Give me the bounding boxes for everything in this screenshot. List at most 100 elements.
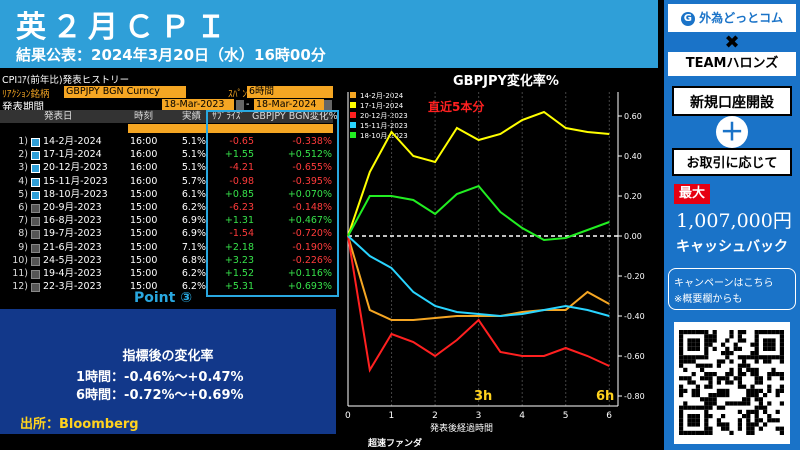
row-checkbox[interactable] — [31, 204, 40, 213]
row-checkbox[interactable] — [31, 151, 40, 161]
qr-module — [737, 426, 742, 431]
table-row[interactable]: 9) 21-6月-2023 15:00 7.1% +2.18 -0.190% — [0, 241, 333, 254]
qr-module — [754, 414, 759, 419]
qr-module — [742, 355, 747, 360]
period-to-input[interactable]: 18-Mar-2024 — [254, 99, 324, 111]
release-date: 15-11月-2023 — [43, 175, 108, 187]
x-tick-label: 0 — [345, 411, 351, 421]
qr-module — [687, 355, 692, 360]
qr-module — [750, 367, 755, 372]
table-row[interactable]: 4) 15-11月-2023 16:00 5.7% -0.98 -0.395% — [0, 175, 333, 188]
cashback-label: キャッシュバック — [676, 239, 788, 255]
qr-module — [721, 422, 726, 427]
qr-module — [771, 418, 776, 423]
qr-module — [779, 355, 784, 360]
qr-module — [704, 409, 709, 414]
qr-module — [679, 330, 684, 335]
qr-module — [767, 338, 772, 343]
qr-module — [779, 426, 784, 431]
surprise-value: +1.55 — [224, 149, 254, 161]
col-surprise[interactable]: ｻﾌﾟﾗｲｽﾞ — [212, 111, 246, 122]
table-header: 発表日 時刻 実績 ｻﾌﾟﾗｲｽﾞ GBPJPY BGN変化% — [0, 110, 338, 123]
partner-logo: TEAMハロンズ — [668, 52, 796, 76]
qr-module — [737, 330, 742, 335]
qr-module — [750, 409, 755, 414]
qr-module — [708, 397, 713, 402]
table-row[interactable]: 3) 20-12月-2023 16:00 5.1% -4.21 -0.655% — [0, 161, 333, 174]
row-checkbox[interactable] — [31, 270, 40, 279]
qr-module — [754, 330, 759, 335]
qr-module — [754, 418, 759, 423]
qr-module — [750, 351, 755, 356]
qr-module — [767, 401, 772, 406]
calendar-icon[interactable] — [324, 100, 332, 110]
col-actual[interactable]: 実績 — [182, 111, 202, 122]
brand-logo[interactable]: G 外為どっとコム — [668, 4, 796, 32]
table-row[interactable]: 12) 22-3月-2023 15:00 6.2% +5.31 +0.693% — [0, 280, 333, 293]
qr-module — [687, 376, 692, 381]
change-value: -0.338% — [292, 136, 332, 147]
qr-module — [716, 418, 721, 423]
qr-module — [758, 401, 763, 406]
qr-module — [721, 376, 726, 381]
qr-module — [758, 418, 763, 423]
qr-module — [763, 342, 768, 347]
campaign-link[interactable]: キャンペーンはこちら — [674, 278, 774, 289]
qr-module — [767, 355, 772, 360]
legend-swatch — [350, 112, 356, 118]
qr-module — [750, 355, 755, 360]
qr-module — [775, 409, 780, 414]
campaign-frame[interactable] — [668, 268, 796, 310]
qr-module — [750, 422, 755, 427]
qr-module — [691, 418, 696, 423]
row-checkbox[interactable] — [31, 256, 40, 266]
col-time[interactable]: 時刻 — [134, 111, 154, 122]
release-time: 16:00 — [130, 175, 158, 187]
qr-module — [687, 422, 692, 427]
qr-module — [750, 388, 755, 393]
col-date[interactable]: 発表日 — [44, 111, 73, 122]
table-row[interactable]: 8) 19-7月-2023 15:00 6.9% -1.54 -0.720% — [0, 227, 333, 240]
table-row[interactable]: 10) 24-5月-2023 15:00 6.8% +3.23 -0.226% — [0, 254, 333, 267]
row-checkbox[interactable] — [31, 138, 40, 147]
qr-module — [725, 355, 730, 360]
qr-module — [779, 401, 784, 406]
qr-module — [725, 401, 730, 406]
qr-code[interactable] — [674, 322, 790, 444]
table-row[interactable]: 1) 14-2月-2024 16:00 5.1% -0.65 -0.338% — [0, 135, 333, 148]
release-date: 19-4月-2023 — [43, 268, 102, 279]
legend-swatch — [350, 102, 356, 108]
row-checkbox[interactable] — [31, 283, 40, 293]
qr-module — [721, 342, 726, 347]
qr-module — [721, 393, 726, 398]
change-value: -0.655% — [292, 162, 332, 174]
qr-module — [700, 430, 705, 435]
row-checkbox[interactable] — [31, 177, 40, 187]
open-account-button[interactable]: 新規口座開設 — [672, 86, 792, 116]
qr-module — [742, 397, 747, 402]
qr-module — [695, 342, 700, 347]
calendar-icon[interactable] — [236, 100, 244, 110]
security-input[interactable]: GBPJPY BGN Curncy — [64, 86, 186, 98]
qr-module — [725, 376, 730, 381]
row-checkbox[interactable] — [31, 190, 40, 200]
table-row[interactable]: 11) 19-4月-2023 15:00 6.2% +1.52 +0.116% — [0, 267, 333, 280]
qr-module — [691, 430, 696, 435]
qr-module — [683, 355, 688, 360]
qr-module — [708, 372, 713, 377]
qr-module — [721, 414, 726, 419]
row-checkbox[interactable] — [31, 243, 40, 253]
table-row[interactable]: 6) 20-9月-2023 15:00 6.2% -6.23 -0.148% — [0, 201, 333, 214]
col-change[interactable]: GBPJPY BGN変化% — [252, 111, 338, 122]
table-row[interactable]: 2) 17-1月-2024 16:00 5.1% +1.55 +0.512% — [0, 148, 333, 161]
table-row[interactable]: 5) 18-10月-2023 15:00 6.1% +0.85 +0.070% — [0, 188, 333, 201]
table-row[interactable]: 7) 16-8月-2023 15:00 6.9% +1.31 +0.467% — [0, 214, 333, 227]
summary-title: 指標後の変化率 — [122, 349, 214, 364]
row-checkbox[interactable] — [31, 230, 40, 240]
period-from-input[interactable]: 18-Mar-2023 — [162, 99, 234, 111]
qr-module — [763, 359, 768, 364]
span-select[interactable]: 6時間 — [247, 86, 333, 98]
row-checkbox[interactable] — [31, 164, 40, 174]
row-checkbox[interactable] — [31, 217, 40, 227]
qr-module — [746, 430, 751, 435]
